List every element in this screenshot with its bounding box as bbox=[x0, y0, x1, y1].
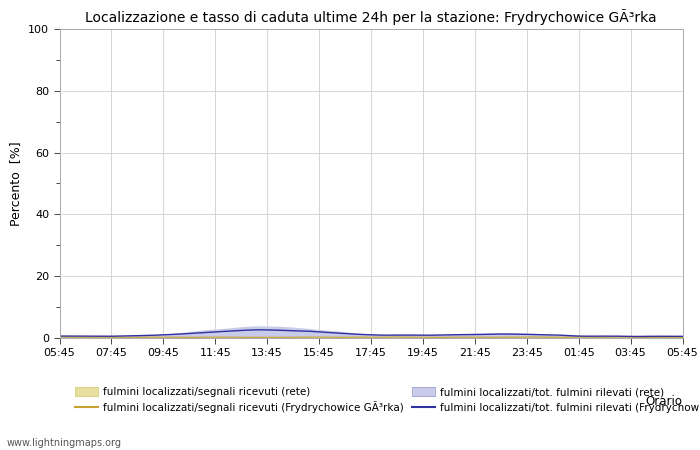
Text: www.lightningmaps.org: www.lightningmaps.org bbox=[7, 438, 122, 448]
Text: Orario: Orario bbox=[645, 395, 682, 408]
Title: Localizzazione e tasso di caduta ultime 24h per la stazione: Frydrychowice GÃ³rk: Localizzazione e tasso di caduta ultime … bbox=[85, 9, 657, 25]
Y-axis label: Percento  [%]: Percento [%] bbox=[10, 141, 22, 226]
Legend: fulmini localizzati/segnali ricevuti (rete), fulmini localizzati/segnali ricevut: fulmini localizzati/segnali ricevuti (re… bbox=[71, 383, 700, 418]
